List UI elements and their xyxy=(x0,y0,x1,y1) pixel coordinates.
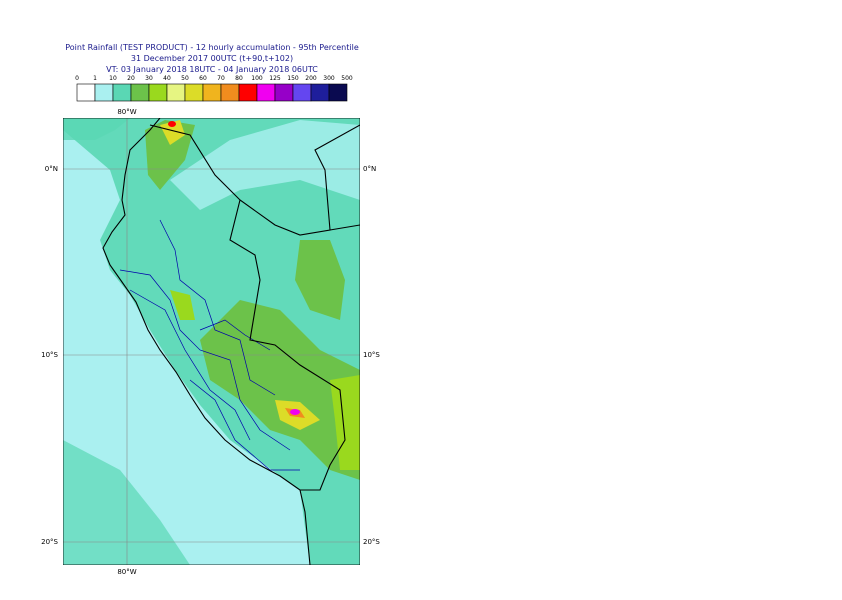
legend-swatch xyxy=(202,83,222,102)
lat-label: 20°S xyxy=(363,538,380,546)
legend: 0 1 10 20 30 40 50 60 70 80 100 125 150 200 300 500 xyxy=(75,75,353,102)
legend-swatch xyxy=(328,83,348,102)
legend-label: 30 xyxy=(145,75,153,82)
lon-label: 80°W xyxy=(117,108,136,116)
lon-label: 80°W xyxy=(117,568,136,576)
legend-swatch xyxy=(310,83,330,102)
legend-swatch xyxy=(112,83,132,102)
coastline-borders xyxy=(102,118,360,565)
legend-label: 200 xyxy=(305,75,317,82)
rain-zone xyxy=(145,120,195,190)
legend-label: 0 xyxy=(75,75,79,82)
valid-time: VT: 03 January 2018 18UTC - 04 January 2… xyxy=(106,65,318,74)
legend-swatch xyxy=(238,83,258,102)
dry-zone xyxy=(170,120,360,210)
admin-boundaries xyxy=(119,219,300,471)
legend-swatch xyxy=(148,83,168,102)
legend-swatch xyxy=(166,83,186,102)
legend-swatch xyxy=(292,83,312,102)
title: Point Rainfall (TEST PRODUCT) - 12 hourl… xyxy=(65,43,359,52)
legend-swatch xyxy=(256,83,276,102)
rain-zone xyxy=(170,290,195,320)
rain-zone xyxy=(330,375,360,470)
rain-peak xyxy=(168,121,176,127)
legend-label: 60 xyxy=(199,75,207,82)
legend-swatch xyxy=(94,83,114,102)
rain-zone xyxy=(160,120,185,145)
lat-label: 20°S xyxy=(41,538,58,546)
legend-label: 300 xyxy=(323,75,335,82)
rain-zone xyxy=(200,300,360,480)
legend-label: 50 xyxy=(181,75,189,82)
lat-label: 10°S xyxy=(363,351,380,359)
legend-swatch xyxy=(220,83,240,102)
rain-zone xyxy=(295,240,345,320)
legend-label: 80 xyxy=(235,75,243,82)
legend-swatch xyxy=(184,83,204,102)
rain-zone xyxy=(63,440,190,565)
legend-label: 70 xyxy=(217,75,225,82)
lat-label: 0°N xyxy=(45,165,58,173)
legend-label: 150 xyxy=(287,75,299,82)
legend-label: 125 xyxy=(269,75,281,82)
legend-label: 500 xyxy=(341,75,353,82)
legend-label: 1 xyxy=(93,75,97,82)
subtitle: 31 December 2017 00UTC (t+90,t+102) xyxy=(131,54,293,63)
map xyxy=(63,118,360,565)
legend-swatch xyxy=(130,83,150,102)
legend-label: 20 xyxy=(127,75,135,82)
legend-label: 10 xyxy=(109,75,117,82)
lat-label: 10°S xyxy=(41,351,58,359)
lat-label: 0°N xyxy=(363,165,376,173)
legend-label: 100 xyxy=(251,75,263,82)
legend-swatch xyxy=(274,83,294,102)
legend-swatch xyxy=(76,83,96,102)
legend-label: 40 xyxy=(163,75,171,82)
rain-peak xyxy=(290,409,300,415)
rain-zone xyxy=(63,118,130,140)
